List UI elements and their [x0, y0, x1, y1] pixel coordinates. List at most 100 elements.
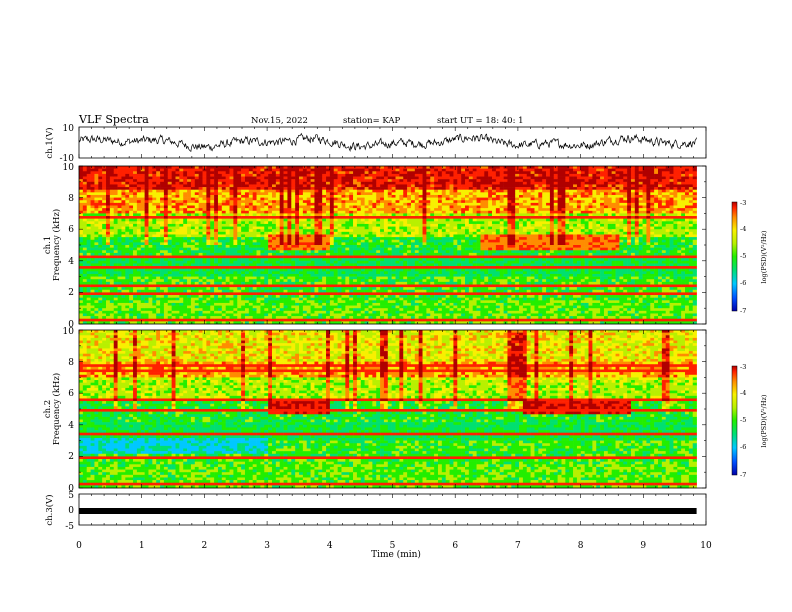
- spectrogram-cell: [229, 245, 234, 248]
- spectrogram-cell: [372, 289, 377, 293]
- spectrogram-cell: [214, 181, 219, 185]
- spectrogram-cell: [98, 239, 103, 243]
- spectrogram-cell: [129, 213, 134, 217]
- spectrogram-cell: [383, 184, 389, 188]
- spectrogram-cell: [299, 242, 304, 246]
- spectrogram-cell: [310, 316, 315, 320]
- spectrogram-cell: [233, 176, 238, 180]
- spectrogram-cell: [295, 239, 300, 243]
- spectrogram-cell: [376, 250, 381, 254]
- spectrogram-cell: [221, 281, 226, 285]
- spectrogram-cell: [175, 194, 180, 198]
- spectrogram-cell: [299, 210, 304, 214]
- spectrogram-cell: [98, 310, 103, 314]
- spectrogram-cell: [229, 313, 234, 317]
- spectrogram-cell: [109, 184, 115, 188]
- spectrogram-cell: [125, 276, 130, 280]
- spectrogram-cell: [187, 252, 192, 256]
- spectrogram-cell: [221, 173, 226, 177]
- spectrogram-cell: [310, 168, 315, 172]
- spectrogram-cell: [221, 263, 226, 267]
- spectrogram-cell: [121, 252, 126, 256]
- spectrogram-cell: [353, 229, 358, 233]
- spectrogram-cell: [299, 229, 304, 233]
- spectrogram-cell: [160, 213, 165, 217]
- spectrogram-cell: [79, 266, 84, 269]
- spectrogram-cell: [306, 287, 311, 291]
- spectrogram-cell: [275, 234, 281, 238]
- spectrogram-cell: [129, 247, 134, 251]
- spectrogram-cell: [225, 208, 230, 212]
- spectrogram-cell: [329, 208, 335, 212]
- spectrogram-cell: [252, 295, 257, 298]
- spectrogram-cell: [202, 310, 207, 314]
- spectrogram-cell: [167, 242, 172, 246]
- spectrogram-cell: [121, 281, 126, 285]
- spectrogram-cell: [283, 305, 288, 309]
- spectrogram-cell: [287, 187, 292, 190]
- spectrogram-cell: [113, 302, 118, 306]
- spectrogram-cell: [109, 313, 115, 317]
- spectrogram-cell: [353, 194, 358, 198]
- spectrogram-cell: [241, 289, 246, 293]
- spectrogram-cell: [364, 310, 369, 314]
- spectrogram-cell: [295, 171, 300, 175]
- spectrogram-cell: [349, 258, 354, 262]
- spectrogram-cell: [102, 271, 107, 275]
- spectrogram-cell: [372, 281, 377, 285]
- spectrogram-cell: [152, 234, 157, 238]
- spectrogram-cell: [229, 187, 234, 190]
- spectrogram-cell: [391, 192, 396, 196]
- spectrogram-cell: [252, 266, 257, 269]
- spectrogram-cell: [391, 292, 396, 296]
- spectrogram-cell: [163, 210, 169, 214]
- spectrogram-cell: [376, 302, 381, 306]
- spectrogram-cell: [264, 321, 269, 325]
- spectrogram-cell: [194, 173, 199, 177]
- spectrogram-cell: [221, 171, 226, 175]
- spectrogram-cell: [171, 308, 176, 312]
- spectrogram-cell: [214, 197, 219, 201]
- spectrogram-cell: [106, 263, 111, 267]
- spectrogram-cell: [98, 208, 103, 212]
- spectrogram-cell: [345, 271, 350, 275]
- spectrogram-cell: [395, 266, 400, 269]
- spectrogram-cell: [86, 281, 91, 285]
- spectrogram-cell: [94, 197, 99, 201]
- spectrogram-cell: [198, 255, 203, 259]
- spectrogram-cell: [275, 302, 281, 306]
- spectrogram-cell: [260, 250, 265, 254]
- spectrogram-cell: [179, 297, 184, 301]
- spectrogram-cell: [214, 213, 219, 217]
- spectrogram-cell: [372, 313, 377, 317]
- spectrogram-cell: [206, 297, 211, 301]
- spectrogram-cell: [364, 263, 369, 267]
- spectrogram-cell: [136, 210, 142, 214]
- spectrogram-cell: [94, 289, 99, 293]
- spectrogram-cell: [283, 300, 288, 304]
- spectrogram-cell: [395, 237, 400, 241]
- spectrogram-cell: [383, 213, 389, 217]
- spectrogram-cell: [121, 197, 126, 201]
- spectrogram-cell: [272, 313, 277, 317]
- spectrogram-cell: [353, 300, 358, 304]
- spectrogram-cell: [82, 281, 88, 285]
- spectrogram-cell: [314, 258, 319, 262]
- spectrogram-cell: [356, 297, 362, 301]
- spectrogram-cell: [329, 284, 335, 288]
- spectrogram-cell: [295, 255, 300, 259]
- spectrogram-cell: [121, 250, 126, 254]
- spectrogram-cell: [221, 260, 226, 264]
- spectrogram-cell: [171, 194, 176, 198]
- spectrogram-cell: [244, 194, 250, 198]
- spectrogram-cell: [140, 252, 145, 256]
- spectrogram-cell: [94, 229, 99, 233]
- spectrogram-cell: [233, 297, 238, 301]
- spectrogram-cell: [183, 200, 188, 204]
- spectrogram-cell: [136, 202, 142, 206]
- spectrogram-cell: [391, 281, 396, 285]
- spectrogram-cell: [121, 171, 126, 175]
- spectrogram-cell: [148, 258, 153, 262]
- spectrogram-cell: [268, 297, 273, 301]
- spectrogram-cell: [376, 166, 381, 169]
